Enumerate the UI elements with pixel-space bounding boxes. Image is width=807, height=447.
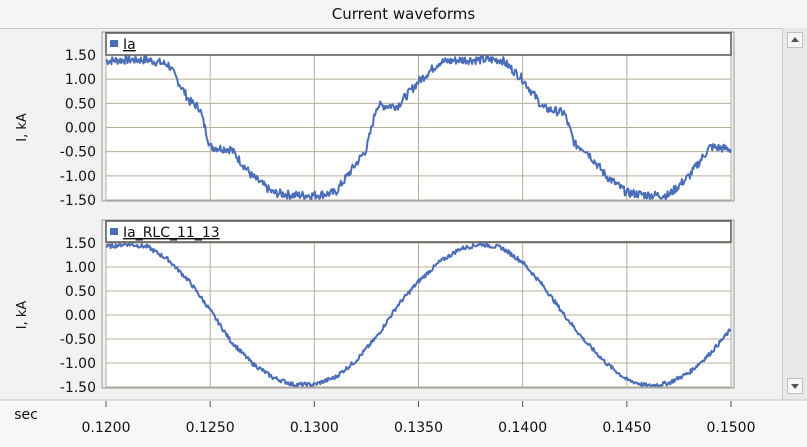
x-tick-label: 0.1500 xyxy=(707,420,756,436)
scroll-up-arrow-icon[interactable] xyxy=(787,32,803,48)
legend-box xyxy=(105,220,732,243)
x-unit-label: sec xyxy=(14,407,38,423)
legend-entry: Ia_RLC_11_13 xyxy=(123,225,220,241)
y-tick-label: -1.50 xyxy=(60,380,96,396)
legend-box xyxy=(105,32,732,56)
title-bar: Current waveforms xyxy=(0,0,807,29)
y-tick-label: 1.00 xyxy=(65,72,96,88)
window-title: Current waveforms xyxy=(331,5,476,23)
y-tick-label: 1.00 xyxy=(65,260,96,276)
series-line-Ia xyxy=(105,55,732,200)
y-tick-label: -1.50 xyxy=(60,193,96,209)
legend-entry: Ia xyxy=(123,37,136,53)
y-tick-label: 0.50 xyxy=(65,284,96,300)
legend-swatch-icon xyxy=(110,40,118,47)
scroll-down-arrow-icon[interactable] xyxy=(787,378,803,394)
x-tick-label: 0.1300 xyxy=(290,420,339,436)
vertical-scrollbar[interactable] xyxy=(782,28,807,400)
y-tick-label: 1.50 xyxy=(65,236,96,252)
y-tick-label: 0.50 xyxy=(65,96,96,112)
y-tick-label: 0.00 xyxy=(65,308,96,324)
y-tick-label: -0.50 xyxy=(60,332,96,348)
x-tick-label: 0.1350 xyxy=(394,420,443,436)
y-tick-label: -0.50 xyxy=(60,145,96,161)
legend-swatch-icon xyxy=(110,228,118,235)
y-axis-label: I, kA xyxy=(15,301,30,330)
x-tick-label: 0.1450 xyxy=(602,420,651,436)
y-tick-label: 0.00 xyxy=(65,121,96,137)
series-line-Ia_RLC_11_13 xyxy=(105,243,732,387)
x-tick-label: 0.1400 xyxy=(498,420,547,436)
y-axis-label: I, kA xyxy=(15,113,30,142)
y-tick-label: -1.00 xyxy=(60,169,96,185)
x-tick-label: 0.1200 xyxy=(82,420,131,436)
y-tick-label: -1.00 xyxy=(60,356,96,372)
y-tick-label: 1.50 xyxy=(65,48,96,64)
x-tick-label: 0.1250 xyxy=(186,420,235,436)
x-axis-strip xyxy=(0,400,807,447)
